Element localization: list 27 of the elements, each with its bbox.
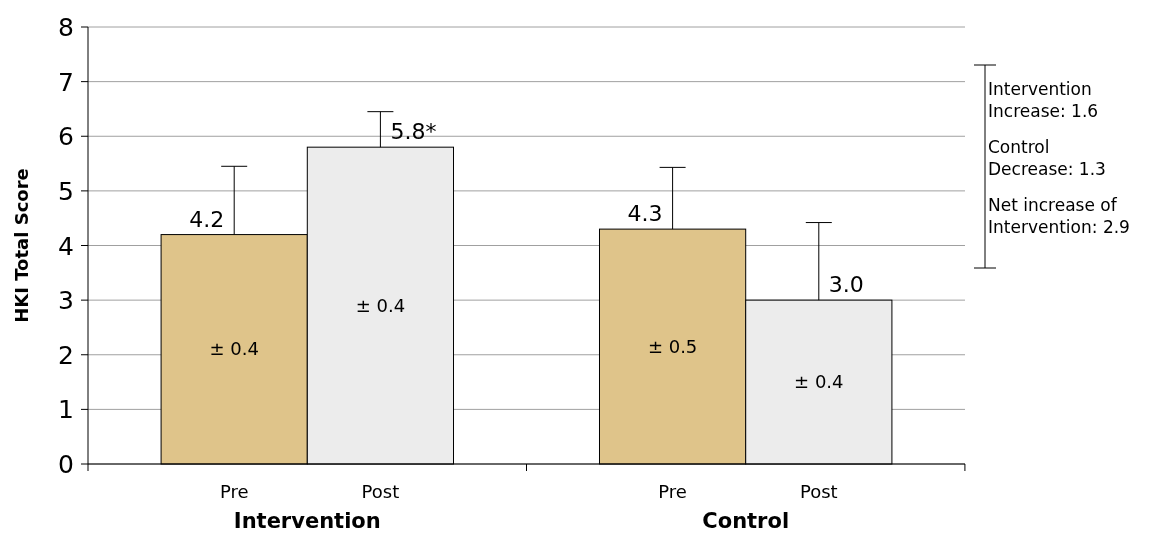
series-label: Post (361, 481, 400, 502)
y-tick-label: 4 (58, 231, 74, 261)
y-tick-label: 8 (58, 13, 74, 42)
annotation: ± 0.4 (355, 294, 406, 316)
y-tick-label: 2 (58, 340, 74, 370)
y-tick-label: 7 (58, 67, 74, 97)
y-axis-title: HKI Total Score (11, 168, 32, 323)
x-tick-label: Intervention (233, 509, 381, 533)
annotation: ± 0.5 (647, 335, 698, 357)
text: Control Decrease: 1.3 (988, 137, 1106, 179)
x-tick-label: Control (702, 509, 790, 533)
y-tick-label: 6 (58, 122, 74, 152)
text: Intervention Increase: 1.6 (988, 79, 1099, 121)
annotation: ± 0.4 (209, 338, 259, 360)
y-tick-label: 0 (58, 450, 74, 479)
data-label: 5.8* (390, 119, 437, 145)
text: Pre (658, 481, 687, 502)
text: Net increase of Intervention: 2.9 (988, 195, 1130, 237)
annotation: ± 0.4 (794, 371, 844, 393)
data-label: 4.3 (627, 201, 663, 227)
data-label: 3.0 (828, 272, 864, 298)
series-label: Pre (219, 481, 249, 502)
y-tick-label: 1 (58, 395, 74, 425)
text: Post (799, 481, 838, 502)
y-tick-label: 5 (58, 176, 74, 206)
y-tick-label: 3 (58, 286, 74, 316)
data-label: 4.2 (189, 206, 225, 232)
